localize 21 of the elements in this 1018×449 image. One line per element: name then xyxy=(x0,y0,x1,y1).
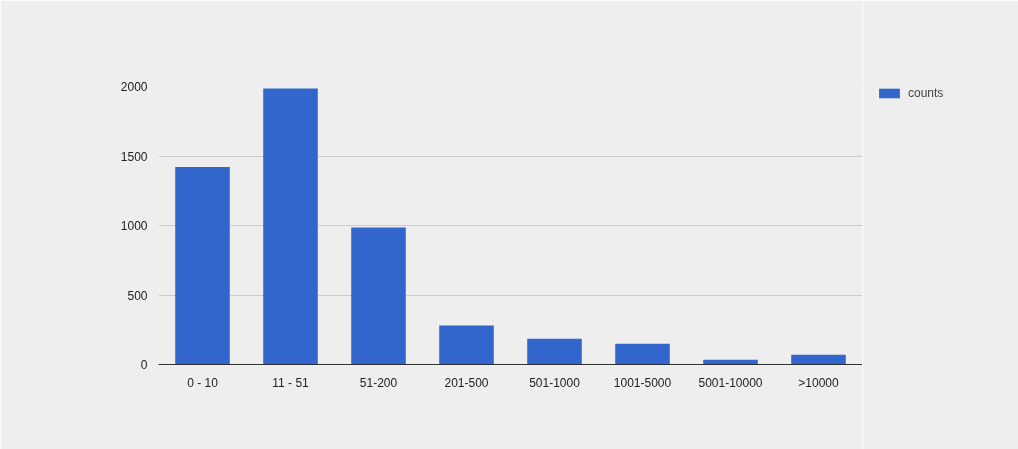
x-tick-label: 501-1000 xyxy=(529,375,581,390)
x-tick-label: 5001-10000 xyxy=(698,375,763,390)
y-tick-label: 1000 xyxy=(120,219,148,233)
bar xyxy=(439,325,494,365)
bar xyxy=(615,343,670,365)
y-tick-label: 1500 xyxy=(120,149,148,164)
y-tick-label: 0 xyxy=(140,358,148,372)
y-tick-label: 2000 xyxy=(120,80,148,94)
bar xyxy=(527,338,582,365)
x-tick-label: 1001-5000 xyxy=(613,375,672,390)
bar xyxy=(791,354,846,365)
x-tick-label: >10000 xyxy=(798,375,840,390)
x-tick-label: 51-200 xyxy=(359,375,398,390)
y-tick-label: 500 xyxy=(127,288,148,303)
x-tick-label: 201-500 xyxy=(444,375,489,390)
bar xyxy=(263,88,318,365)
bar xyxy=(175,167,230,365)
x-tick-label: 11 - 51 xyxy=(272,375,310,390)
x-tick-label: 0 - 10 xyxy=(187,375,219,390)
bar xyxy=(351,227,406,365)
legend-label: counts xyxy=(908,86,944,100)
